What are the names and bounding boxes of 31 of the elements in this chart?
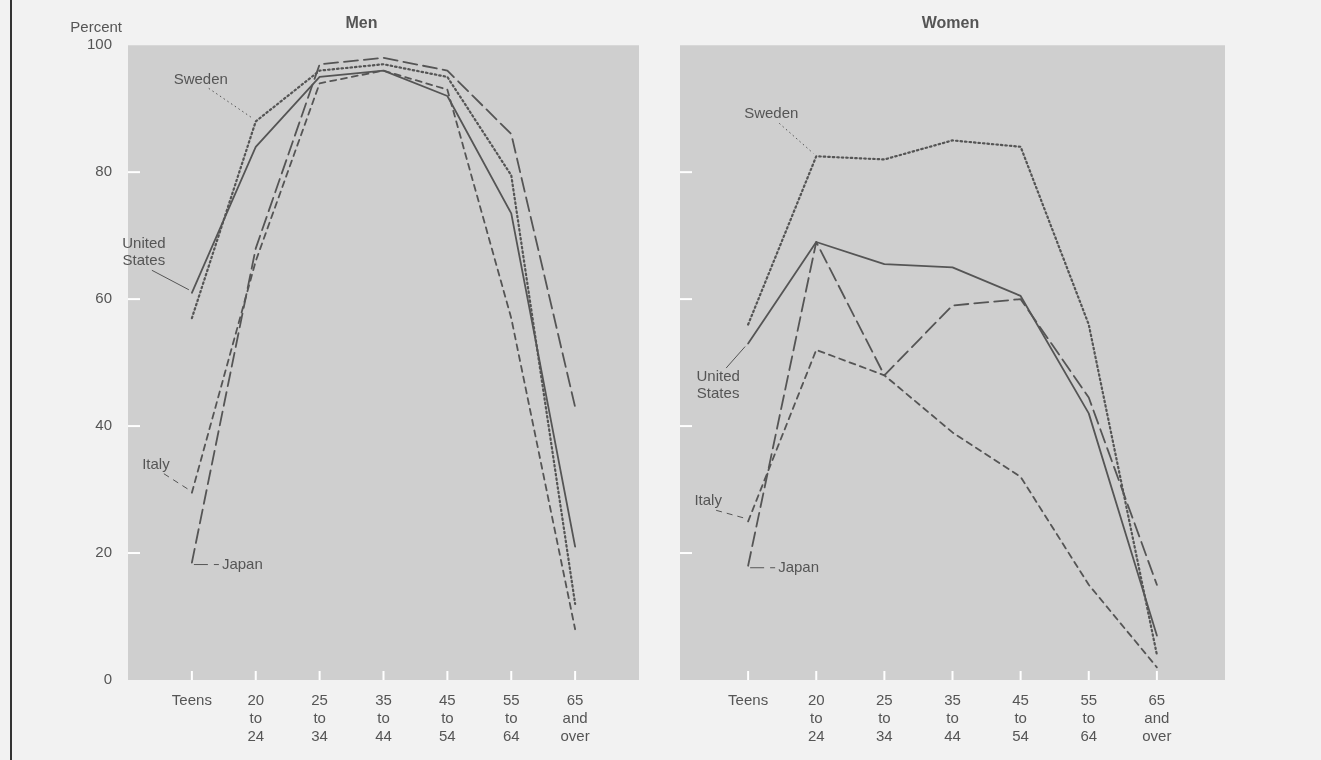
chart-title: Women xyxy=(921,14,980,32)
legend-label: Japan xyxy=(221,554,263,572)
x-tick-label: Teens xyxy=(728,691,769,709)
y-tick-label: 80 xyxy=(95,162,112,180)
y-tick-label: 0 xyxy=(103,670,112,688)
y-tick-label: 100 xyxy=(86,35,112,53)
x-tick-label: 45 to 54 xyxy=(439,691,456,745)
text: Sweden xyxy=(173,69,228,87)
x-tick-label: Teens xyxy=(171,691,212,709)
y-tick-label: 20 xyxy=(95,543,112,561)
x-tick-label: 55 to 64 xyxy=(1080,691,1098,745)
text: Sweden xyxy=(744,104,799,122)
x-tick-label: 45 to 54 xyxy=(1012,691,1029,745)
legend-label: Japan xyxy=(778,557,819,575)
x-tick-label: 35 to 44 xyxy=(944,691,961,745)
chart-title: Men xyxy=(345,14,378,32)
y-tick-label: 40 xyxy=(95,416,112,434)
x-tick-label: 25 to 34 xyxy=(311,691,328,745)
x-tick-label: 20 to 24 xyxy=(807,691,825,745)
text: United States xyxy=(122,234,166,269)
series-label: United States xyxy=(696,367,740,402)
x-tick-label: 25 to 34 xyxy=(876,691,893,745)
y-tick-label: 60 xyxy=(95,289,112,307)
series-label: Italy xyxy=(694,491,723,509)
x-tick-label: 55 to 64 xyxy=(502,691,520,745)
x-tick-label: 65 and over xyxy=(560,691,590,745)
x-tick-label: 20 to 24 xyxy=(247,691,265,745)
x-tick-label: 65 and over xyxy=(1142,691,1172,745)
y-axis-title: Percent xyxy=(70,17,123,35)
series-label: Italy xyxy=(142,454,171,472)
x-tick-label: 35 to 44 xyxy=(375,691,392,745)
